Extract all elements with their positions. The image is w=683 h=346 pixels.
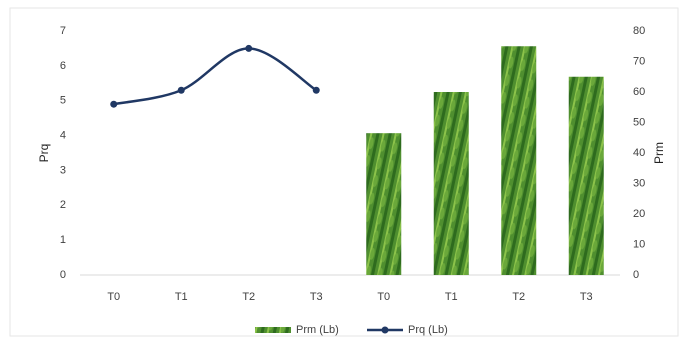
point [110, 101, 117, 108]
y-tick-label: 0 [60, 269, 66, 281]
y-tick-label: 7 [60, 25, 66, 37]
x-tick-label: T1 [445, 291, 458, 303]
y2-tick-label: 50 [633, 116, 645, 128]
y2-tick-label: 40 [633, 147, 645, 159]
y2-tick-label: 30 [633, 177, 645, 189]
y2-tick-label: 80 [633, 25, 645, 37]
x-tick-label: T2 [242, 291, 255, 303]
bar [569, 77, 604, 275]
chart: Prq Prm 0123456701020304050607080T0T1T2T… [0, 0, 683, 341]
x-tick-label: T0 [377, 291, 390, 303]
y-tick-label: 2 [60, 199, 66, 211]
x-tick-label: T2 [512, 291, 525, 303]
point [178, 87, 185, 94]
y2-tick-label: 60 [633, 86, 645, 98]
y-tick-label: 3 [60, 164, 66, 176]
bar [366, 133, 401, 275]
legend-label: Prm (Lb) [296, 324, 339, 336]
bar [501, 46, 536, 275]
y-tick-label: 1 [60, 234, 66, 246]
y-tick-label: 5 [60, 95, 66, 107]
x-tick-label: T1 [175, 291, 188, 303]
bar [434, 92, 469, 275]
y-tick-label: 6 [60, 60, 66, 72]
y2-axis-title: Prm [652, 142, 666, 164]
line [114, 48, 317, 104]
y2-tick-label: 20 [633, 208, 645, 220]
x-tick-label: T3 [310, 291, 323, 303]
y2-tick-label: 70 [633, 55, 645, 67]
x-tick-label: T0 [107, 291, 120, 303]
y2-tick-label: 10 [633, 238, 645, 250]
point [313, 87, 320, 94]
x-tick-label: T3 [580, 291, 593, 303]
y2-tick-label: 0 [633, 269, 639, 281]
y-tick-label: 4 [60, 129, 66, 141]
y-axis-title: Prq [37, 144, 51, 163]
point [245, 45, 252, 52]
legend-label: Prq (Lb) [408, 324, 448, 336]
legend-swatch [382, 327, 389, 334]
legend-swatch [255, 327, 291, 333]
